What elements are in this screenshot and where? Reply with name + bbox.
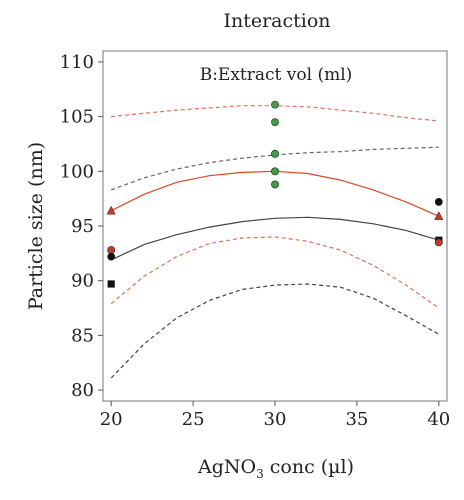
data-point-square — [107, 280, 115, 288]
series-line-lower-ci — [110, 283, 440, 379]
chart-title: Interaction — [223, 10, 330, 32]
data-point-triangle — [106, 205, 116, 215]
x-axis-label: AgNO3 conc (µl) — [197, 456, 354, 481]
data-point-triangle — [434, 211, 444, 220]
y-tick-label: 80 — [71, 380, 94, 401]
x-tick-label: 40 — [427, 409, 450, 430]
series-line-lower-ci — [110, 236, 440, 309]
y-axis-label: Particle size (nm) — [25, 142, 47, 310]
data-point-circle — [271, 118, 279, 126]
y-tick-label: 95 — [71, 216, 94, 237]
data-point-circle — [434, 198, 443, 206]
data-point-circle — [434, 238, 443, 247]
data-point-circle — [107, 246, 116, 254]
x-axis-label-main: AgNO — [197, 456, 256, 478]
series-lines — [110, 105, 440, 379]
axis-ticks: 80 85 90 95 100 105 110 20 25 30 35 40 — [60, 52, 451, 430]
x-tick-label: 25 — [182, 409, 205, 430]
y-tick-label: 110 — [60, 52, 94, 73]
data-point-circle — [107, 252, 116, 261]
factor-annotation: B:Extract vol (ml) — [200, 65, 353, 85]
x-tick-label: 35 — [345, 409, 368, 430]
x-tick-label: 30 — [264, 409, 287, 430]
data-point-circle — [271, 100, 279, 109]
y-tick-label: 85 — [71, 325, 94, 346]
y-tick-label: 100 — [60, 161, 94, 182]
x-tick-label: 20 — [100, 409, 123, 430]
design-points — [106, 100, 444, 288]
y-tick-label: 90 — [71, 271, 94, 292]
x-axis-label-rest: conc (µl) — [264, 456, 354, 478]
series-line-fit — [110, 170, 440, 217]
data-point-circle — [271, 149, 279, 158]
data-point-circle — [271, 167, 279, 176]
data-point-circle — [271, 180, 279, 189]
x-axis-label-subscript: 3 — [256, 467, 264, 481]
series-line-fit — [110, 216, 439, 261]
y-tick-label: 105 — [60, 107, 94, 128]
